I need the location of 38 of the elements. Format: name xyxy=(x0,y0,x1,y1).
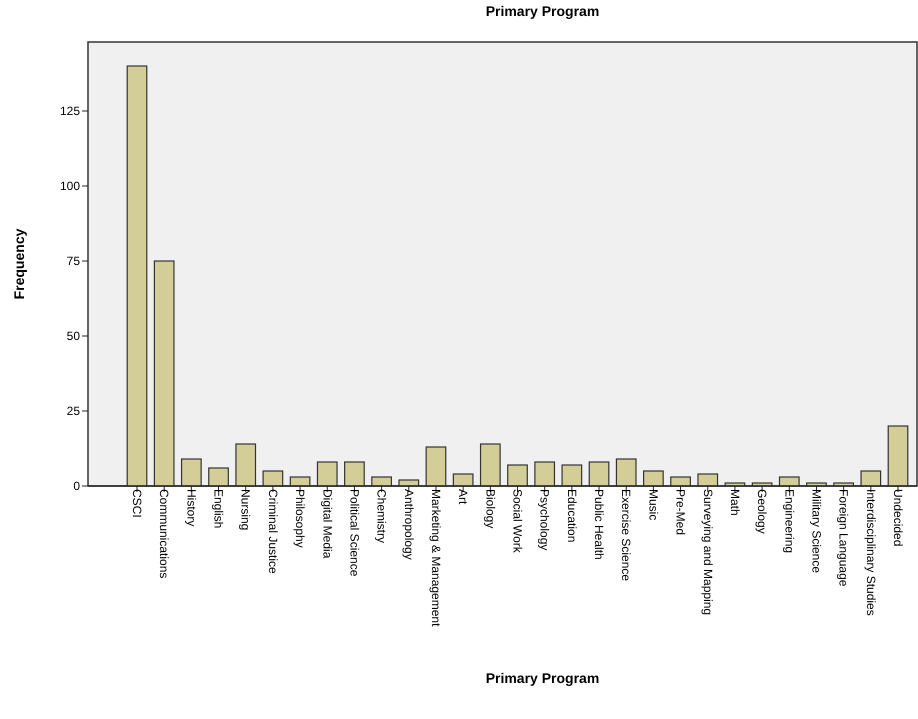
x-tick-label: Psychology xyxy=(538,489,552,550)
x-tick-label: Math xyxy=(728,489,742,516)
x-tick-label: Communications xyxy=(157,489,172,578)
y-axis-title: Frequency xyxy=(11,228,27,300)
y-tick-label: 0 xyxy=(73,479,80,494)
x-tick-label: Biology xyxy=(483,489,498,528)
x-tick-label: Criminal Justice xyxy=(266,489,280,574)
x-tick-label: Anthropology xyxy=(402,489,416,560)
x-tick-label: Nursing xyxy=(238,489,253,530)
x-axis-title: Primary Program xyxy=(486,670,600,686)
x-tick-label: Digital Media xyxy=(320,489,334,559)
x-tick-label: Political Science xyxy=(347,489,362,577)
x-tick-label: Engineering xyxy=(782,489,796,554)
chart-title: Primary Program xyxy=(486,3,600,19)
y-tick-label: 125 xyxy=(60,104,80,118)
x-tick-label: Public Health xyxy=(592,489,606,560)
x-tick-label: English xyxy=(212,489,226,528)
x-tick-label: Geology xyxy=(755,489,770,534)
y-tick-label: 50 xyxy=(66,329,80,344)
x-tick-label: Surveying and Mapping xyxy=(700,489,715,616)
y-tick-label: 75 xyxy=(66,254,80,268)
x-tick-label: Marketing & Management xyxy=(428,489,443,628)
x-tick-label: Social Work xyxy=(510,489,524,554)
x-tick-label: Interdisciplinary Studies xyxy=(864,489,878,616)
x-tick-label: Undecided xyxy=(891,489,905,546)
x-tick-label: Philosophy xyxy=(293,489,308,548)
x-tick-label: History xyxy=(184,489,198,526)
x-tick-label: Chemistry xyxy=(374,489,389,544)
x-tick-label: Exercise Science xyxy=(619,489,634,582)
x-tick-label: Military Science xyxy=(809,489,824,574)
y-tick-label: 25 xyxy=(66,404,80,418)
x-tick-label: Education xyxy=(564,489,579,542)
x-tick-label: Music xyxy=(646,489,660,520)
x-tick-label: Art xyxy=(456,489,470,505)
x-tick-label: CSCI xyxy=(130,489,144,518)
y-tick-label: 100 xyxy=(60,179,80,194)
x-tick-label: Foreign Language xyxy=(836,489,851,587)
x-tick-label: Pre-Med xyxy=(674,489,688,536)
